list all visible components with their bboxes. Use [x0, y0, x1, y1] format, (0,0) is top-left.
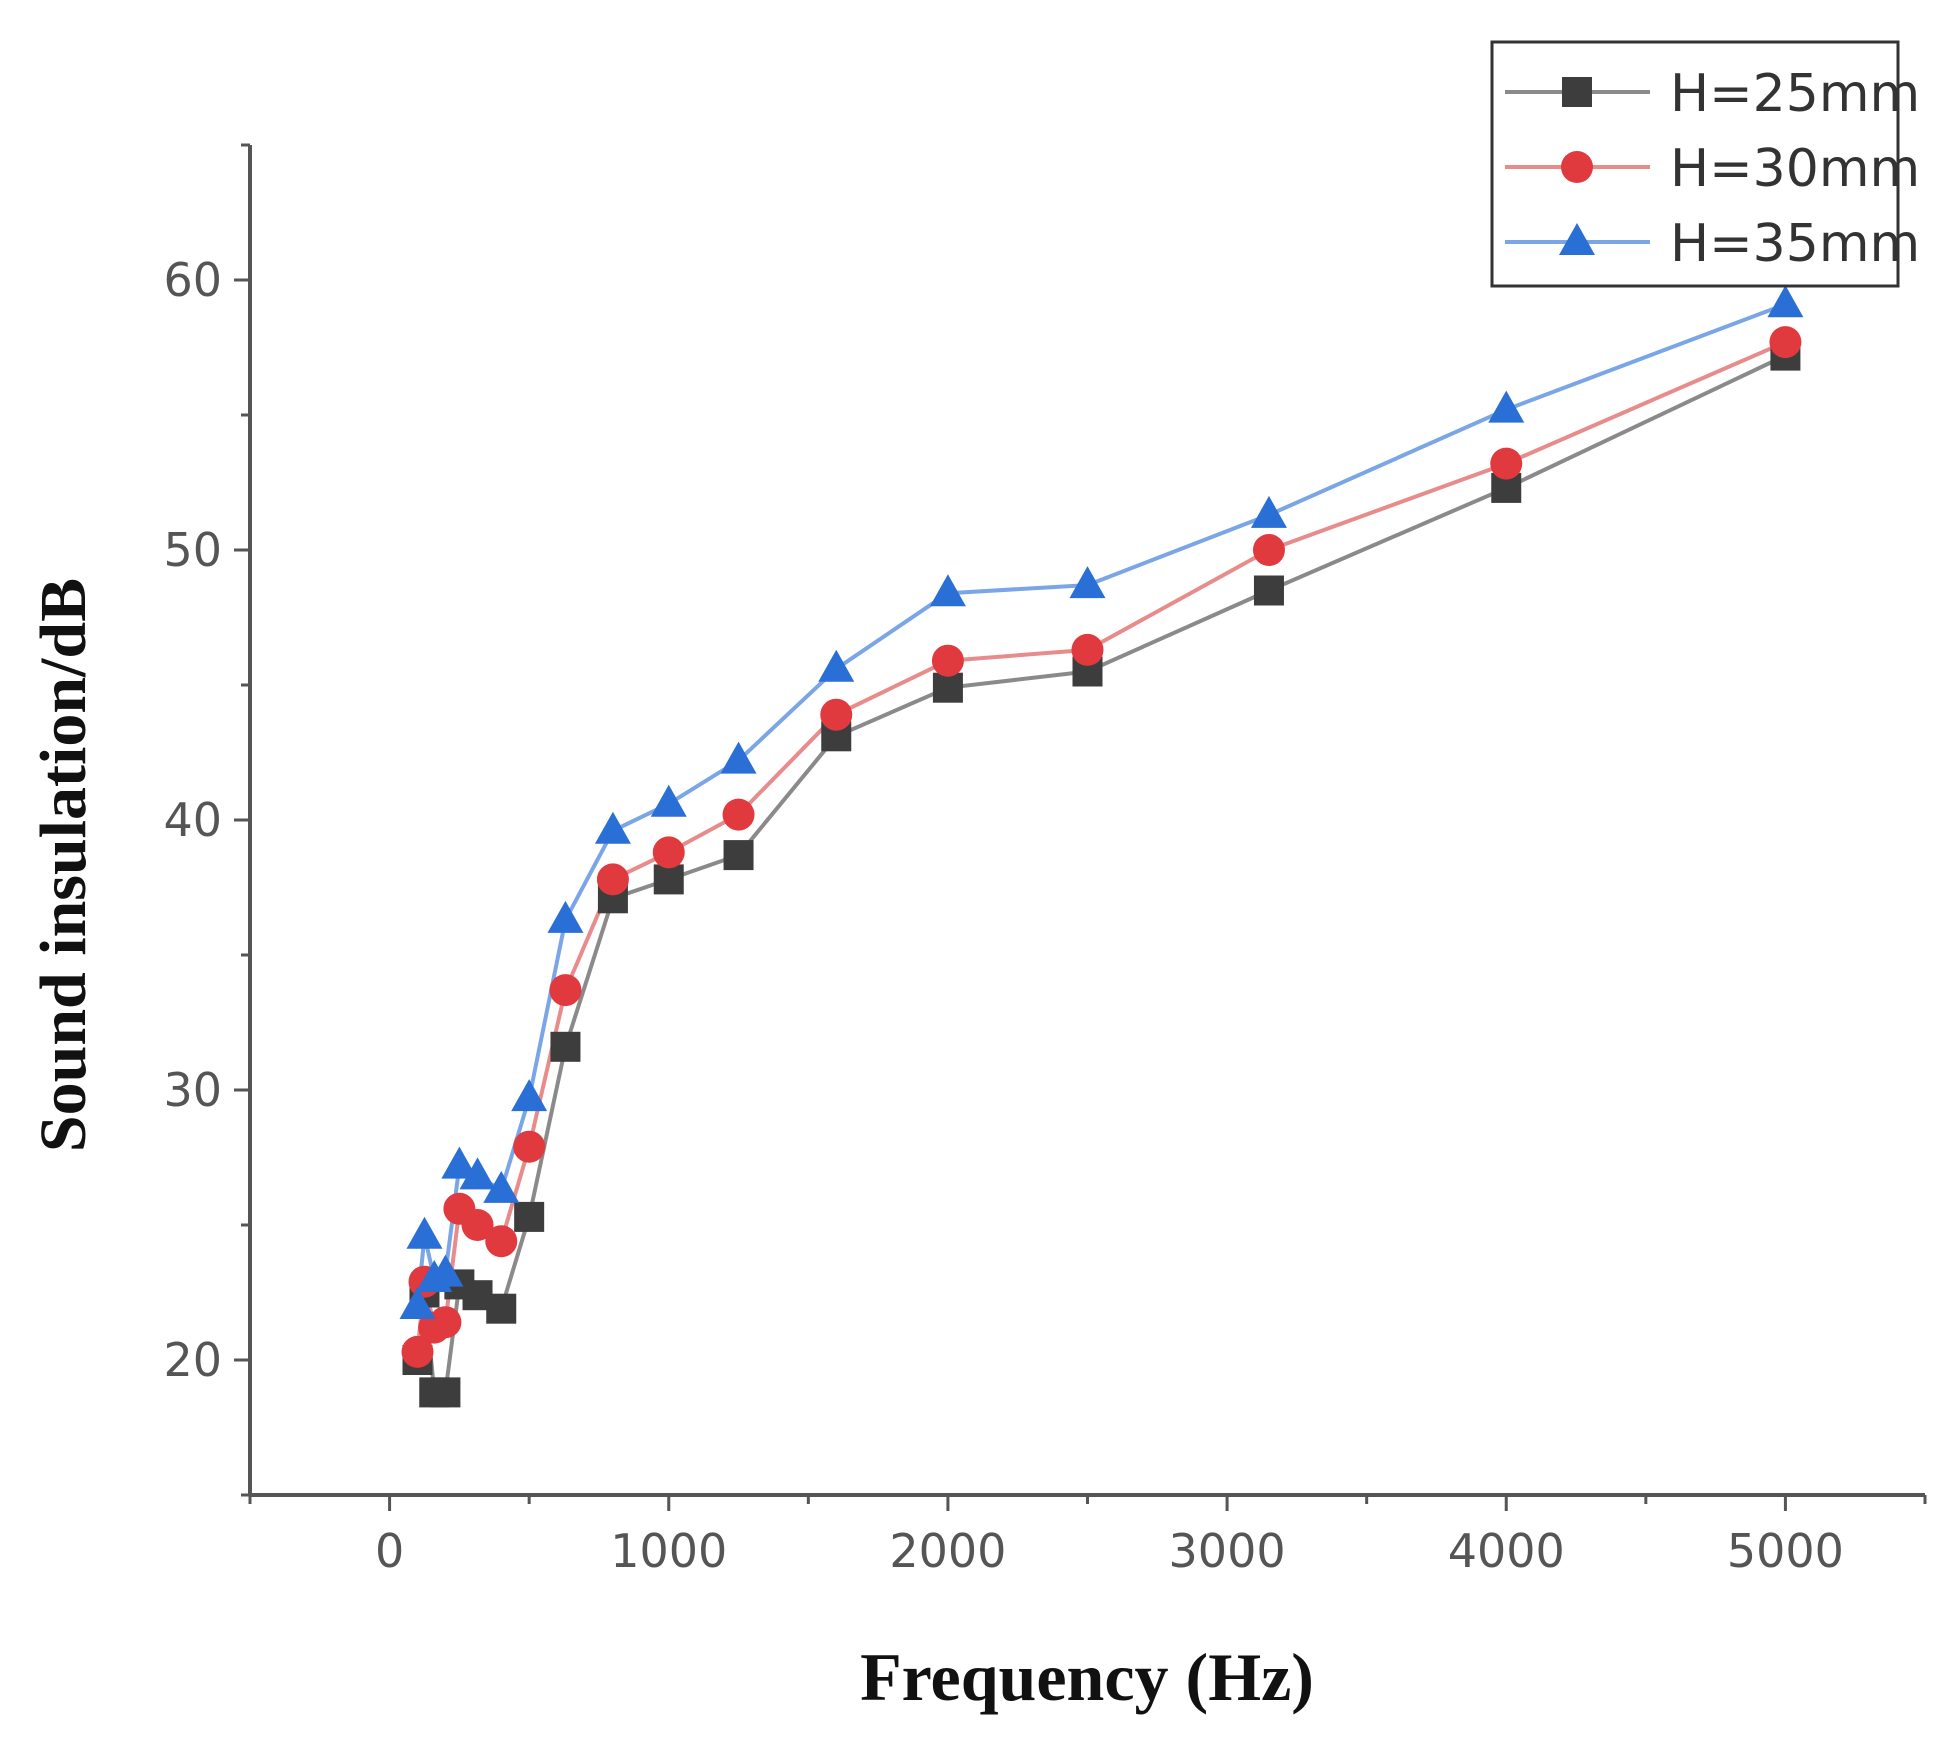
legend-label: H=35mm	[1670, 214, 1920, 274]
data-point-3	[818, 649, 855, 682]
x-tick-label: 0	[375, 1524, 404, 1578]
data-point-3	[594, 811, 631, 844]
data-point-1	[932, 672, 963, 703]
data-point-3	[1488, 390, 1525, 423]
legend-marker	[1559, 223, 1595, 255]
data-point-3	[650, 784, 687, 817]
x-tick-label: 4000	[1448, 1524, 1565, 1578]
data-point-2	[513, 1130, 546, 1163]
data-point-2	[1252, 534, 1285, 566]
data-point-2	[461, 1209, 494, 1241]
series-lines	[415, 302, 1787, 1395]
data-point-3	[1250, 495, 1287, 528]
legend: H=25mm H=30mm H=35mm	[1490, 40, 1920, 288]
x-tick-label: 5000	[1727, 1524, 1844, 1578]
data-point-3	[511, 1079, 548, 1112]
data-point-3	[720, 741, 757, 774]
data-point-2	[549, 974, 582, 1007]
data-point-2	[429, 1306, 462, 1339]
x-axis-title: Frequency (Hz)	[860, 1639, 1314, 1715]
x-tick-label: 1000	[610, 1524, 727, 1578]
y-tick-label: 20	[163, 1333, 222, 1387]
data-point-1	[486, 1293, 517, 1324]
data-point-2	[931, 644, 964, 677]
data-point-2	[652, 836, 685, 869]
x-tick-label: 3000	[1169, 1524, 1286, 1578]
legend-box	[1490, 40, 1900, 288]
series-markers	[399, 285, 1804, 1408]
y-axis-title: Sound insulation/dB	[27, 578, 100, 1152]
data-point-3	[1767, 285, 1804, 318]
data-point-2	[820, 698, 853, 731]
data-point-3	[547, 900, 584, 933]
data-point-2	[401, 1335, 434, 1368]
tick-labels: 0 1000 2000 3000 4000 5000 20 30 40 50 60	[163, 253, 1844, 1578]
data-point-2	[1071, 633, 1104, 666]
data-point-1	[550, 1031, 581, 1062]
tick-marks	[234, 143, 1927, 1511]
data-point-3	[399, 1287, 436, 1319]
y-tick-label: 40	[163, 793, 222, 847]
legend-label: H=30mm	[1670, 139, 1920, 199]
data-point-2	[485, 1225, 518, 1258]
data-point-3	[427, 1254, 464, 1287]
data-point-3	[483, 1170, 520, 1203]
data-point-2	[722, 798, 755, 831]
data-point-2	[1769, 326, 1802, 359]
y-tick-label: 60	[163, 253, 222, 307]
data-point-3	[406, 1216, 443, 1249]
data-point-1	[723, 840, 754, 871]
y-tick-label: 50	[163, 523, 222, 577]
data-point-2	[596, 863, 629, 896]
legend-label: H=25mm	[1670, 64, 1920, 124]
data-point-3	[441, 1146, 478, 1179]
legend-marker	[1561, 151, 1593, 183]
legend-marker	[1562, 77, 1592, 107]
data-point-1	[1253, 575, 1284, 606]
data-point-3	[1069, 566, 1106, 599]
data-point-1	[514, 1201, 545, 1232]
data-point-2	[1490, 447, 1523, 480]
y-tick-label: 30	[163, 1063, 222, 1117]
data-point-1	[653, 864, 684, 895]
x-tick-label: 2000	[889, 1524, 1006, 1578]
data-point-1	[430, 1377, 461, 1408]
data-point-3	[929, 574, 966, 607]
data-point-3	[459, 1157, 496, 1190]
series-line-2	[415, 340, 1787, 1353]
